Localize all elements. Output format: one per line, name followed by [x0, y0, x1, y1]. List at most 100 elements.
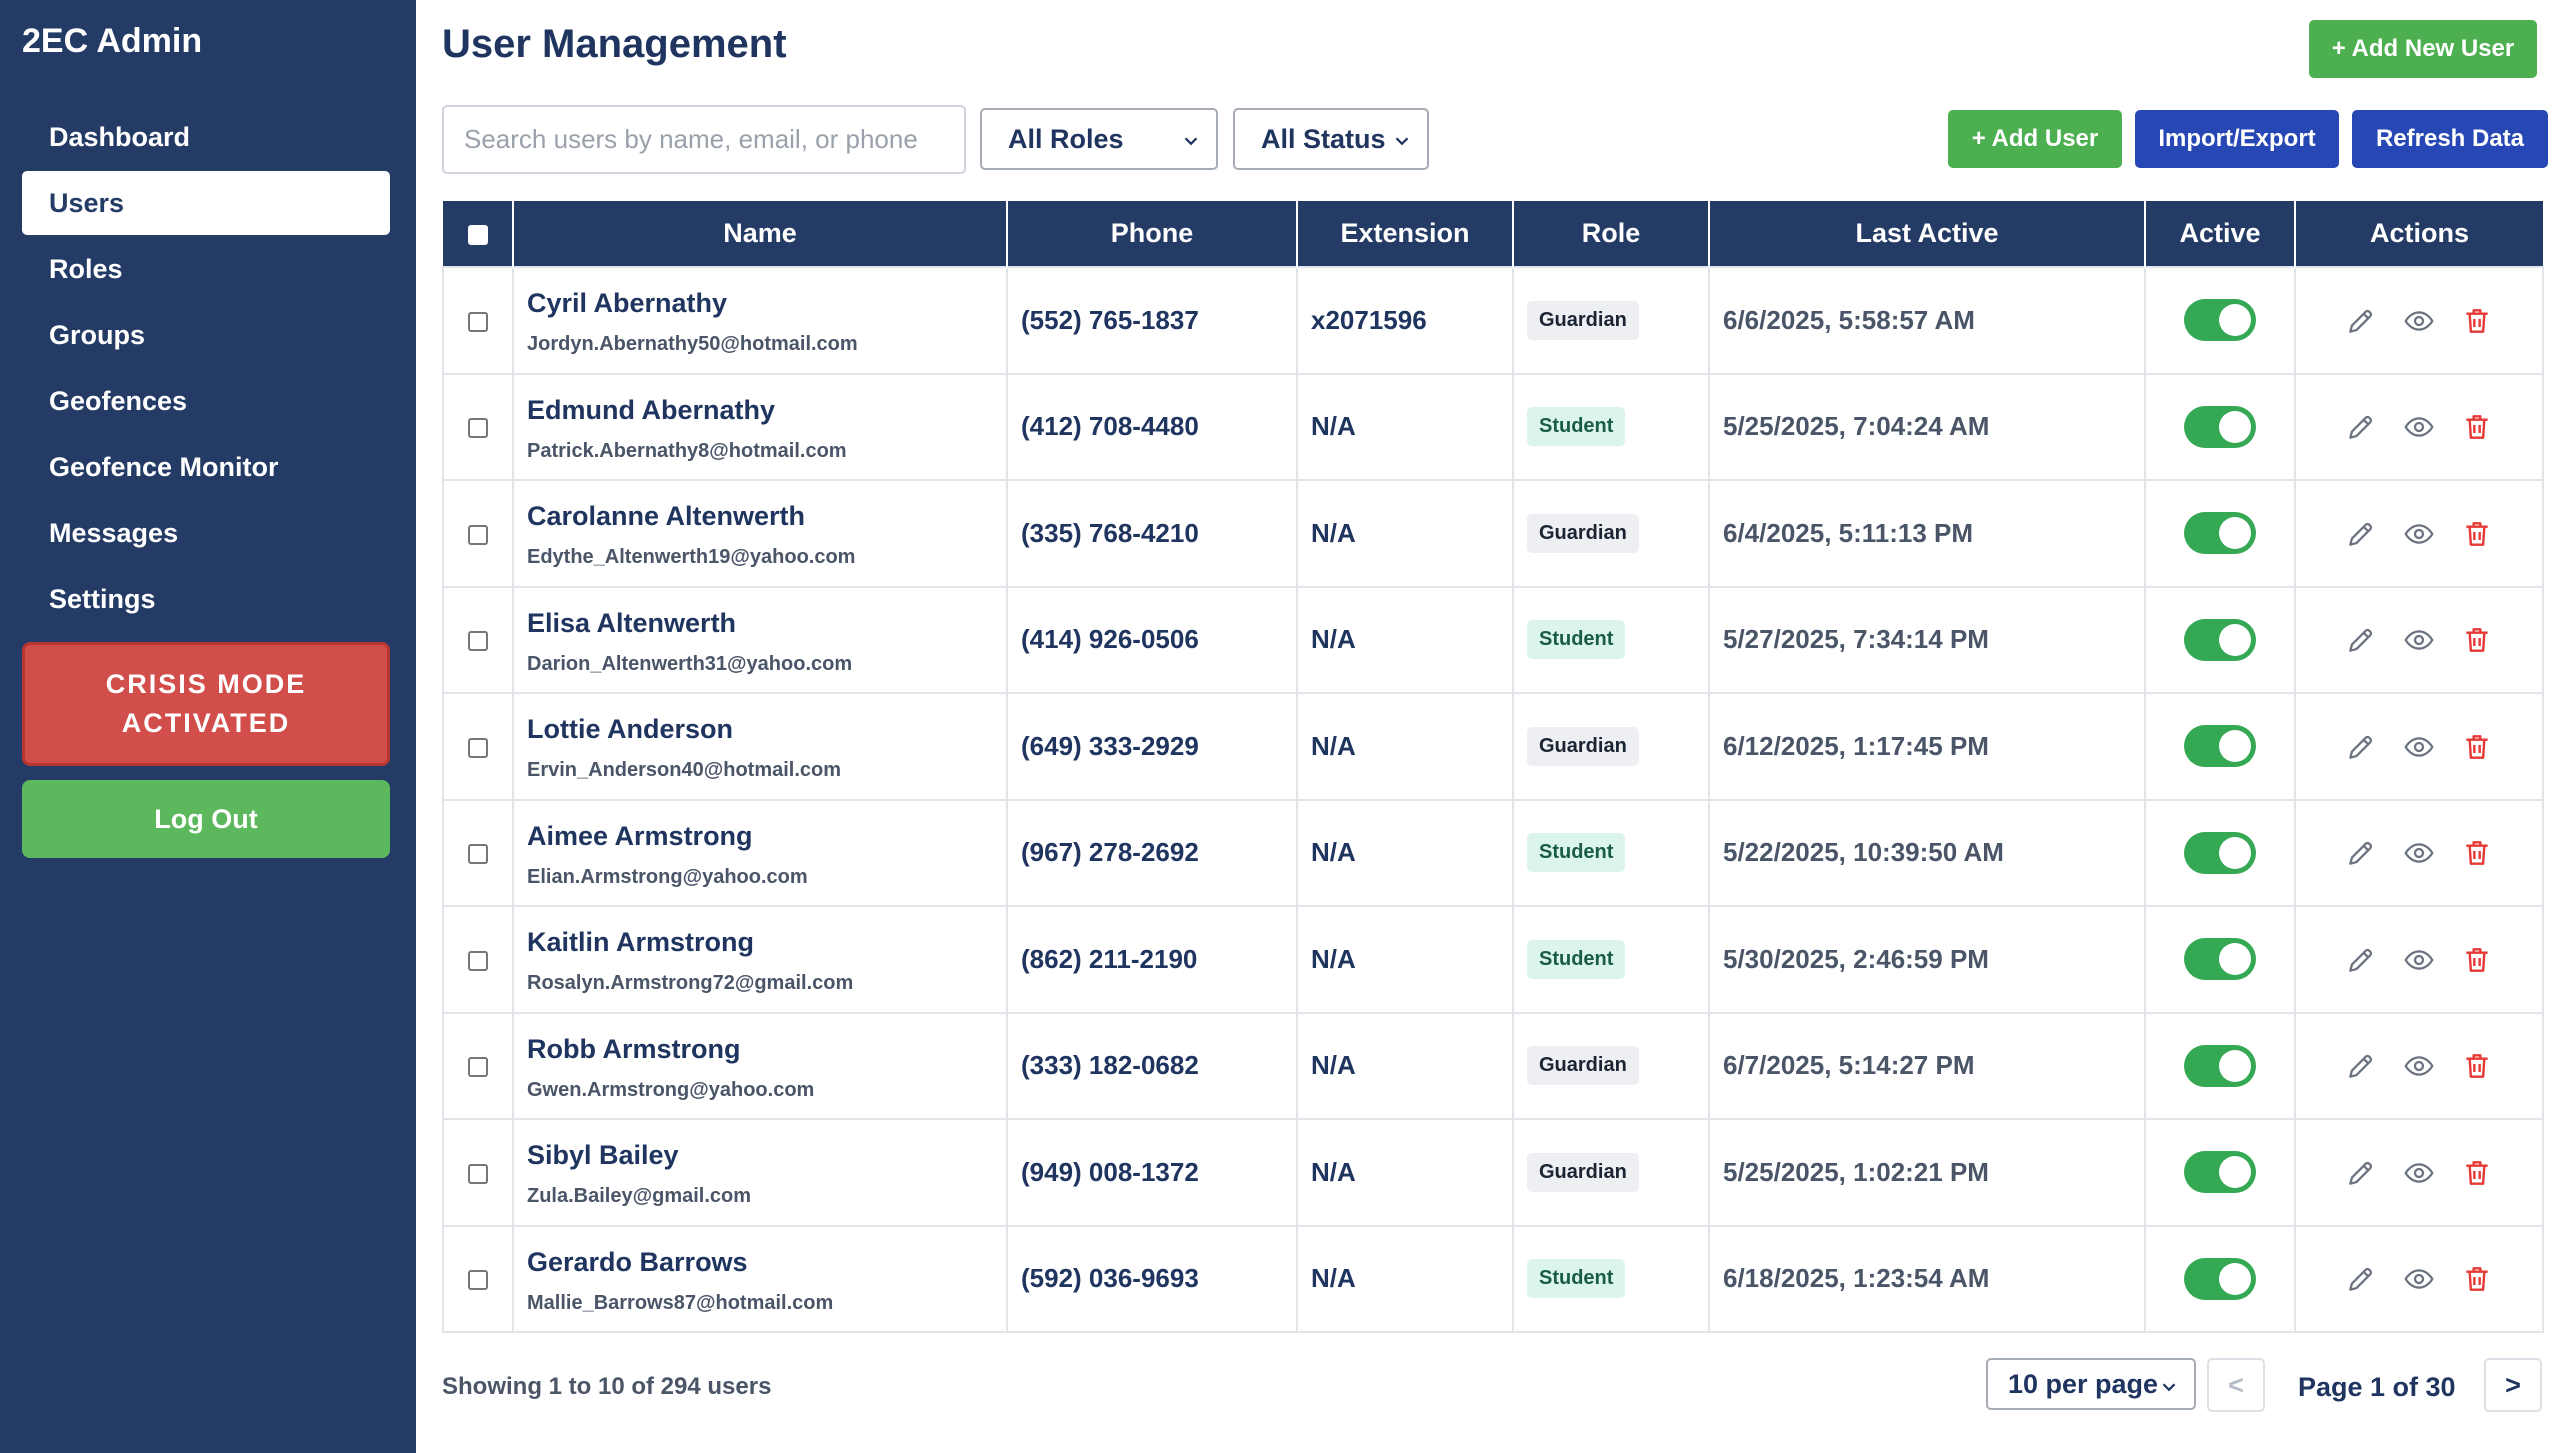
user-phone: (949) 008-1372: [1006, 1118, 1298, 1227]
pencil-icon[interactable]: [2345, 1050, 2377, 1082]
sidebar-item-users[interactable]: Users: [22, 171, 390, 235]
pencil-icon[interactable]: [2345, 624, 2377, 656]
active-toggle[interactable]: [2184, 299, 2256, 342]
crisis-mode-button[interactable]: CRISIS MODE ACTIVATED: [22, 642, 390, 766]
row-checkbox[interactable]: [468, 737, 488, 758]
toggle-knob: [2219, 1156, 2251, 1189]
row-checkbox[interactable]: [468, 1057, 488, 1078]
active-toggle[interactable]: [2184, 1257, 2256, 1300]
eye-icon[interactable]: [2403, 731, 2435, 763]
column-header-last-active[interactable]: Last Active: [1709, 201, 2146, 267]
sidebar-item-roles[interactable]: Roles: [49, 253, 123, 284]
active-toggle[interactable]: [2184, 1044, 2256, 1087]
toggle-knob: [2219, 1262, 2251, 1295]
active-toggle[interactable]: [2184, 405, 2256, 448]
status-filter-select[interactable]: All Status: [1233, 108, 1429, 170]
active-cell: [2144, 372, 2296, 481]
per-page-select[interactable]: 10 per page: [1986, 1358, 2196, 1410]
pencil-icon[interactable]: [2345, 944, 2377, 976]
pencil-icon[interactable]: [2345, 731, 2377, 763]
refresh-data-button[interactable]: Refresh Data: [2352, 110, 2548, 168]
trash-icon[interactable]: [2461, 305, 2493, 337]
row-checkbox[interactable]: [468, 1270, 488, 1291]
sidebar-item-settings[interactable]: Settings: [49, 583, 156, 614]
active-toggle[interactable]: [2184, 618, 2256, 661]
pencil-icon[interactable]: [2345, 837, 2377, 869]
role-cell: Student: [1512, 585, 1710, 694]
row-checkbox[interactable]: [468, 418, 488, 439]
row-checkbox[interactable]: [468, 631, 488, 652]
trash-icon[interactable]: [2461, 837, 2493, 869]
trash-icon[interactable]: [2461, 944, 2493, 976]
active-cell: [2144, 1011, 2296, 1120]
active-toggle[interactable]: [2184, 938, 2256, 981]
user-phone: (592) 036-9693: [1006, 1224, 1298, 1333]
table-row: Elisa Altenwerth Darion_Altenwerth31@yaho…: [442, 585, 2544, 694]
eye-icon[interactable]: [2403, 1157, 2435, 1189]
row-checkbox[interactable]: [468, 524, 488, 545]
active-toggle[interactable]: [2184, 512, 2256, 555]
active-toggle[interactable]: [2184, 831, 2256, 874]
search-input[interactable]: [442, 105, 966, 174]
trash-icon[interactable]: [2461, 1263, 2493, 1295]
table-row: Aimee Armstrong Elian.Armstrong@yahoo.com…: [442, 798, 2544, 907]
row-checkbox[interactable]: [468, 950, 488, 971]
sidebar-item-groups[interactable]: Groups: [49, 319, 146, 350]
trash-icon[interactable]: [2461, 411, 2493, 443]
eye-icon[interactable]: [2403, 411, 2435, 443]
last-active: 6/6/2025, 5:58:57 AM: [1708, 266, 2146, 375]
column-header-extension[interactable]: Extension: [1297, 201, 1514, 267]
prev-page-button[interactable]: <: [2207, 1358, 2265, 1412]
table-body: Cyril Abernathy Jordyn.Abernathy50@hotmai…: [442, 266, 2544, 1333]
column-header-role[interactable]: Role: [1513, 201, 1710, 267]
table-row: Sibyl Bailey Zula.Bailey@gmail.com (949) 0…: [442, 1118, 2544, 1227]
user-name: Sibyl Bailey: [527, 1140, 679, 1171]
pencil-icon[interactable]: [2345, 411, 2377, 443]
sidebar-item-dashboard[interactable]: Dashboard: [49, 121, 191, 152]
role-filter-select[interactable]: All Roles: [980, 108, 1218, 170]
trash-icon[interactable]: [2461, 624, 2493, 656]
active-cell: [2144, 266, 2296, 375]
active-toggle[interactable]: [2184, 1151, 2256, 1194]
add-new-user-button[interactable]: + Add New User: [2309, 20, 2537, 78]
column-header-active[interactable]: Active: [2145, 201, 2296, 267]
sidebar-item-geofences[interactable]: Geofences: [49, 385, 188, 416]
eye-icon[interactable]: [2403, 518, 2435, 550]
eye-icon[interactable]: [2403, 944, 2435, 976]
user-extension: x2071596: [1296, 266, 1514, 375]
column-header-name[interactable]: Name: [513, 201, 1008, 267]
user-phone: (862) 211-2190: [1006, 905, 1298, 1014]
select-all-checkbox[interactable]: [467, 224, 488, 245]
trash-icon[interactable]: [2461, 518, 2493, 550]
sidebar-item-geofence-monitor[interactable]: Geofence Monitor: [49, 451, 279, 482]
next-page-button[interactable]: >: [2484, 1358, 2542, 1412]
eye-icon[interactable]: [2403, 624, 2435, 656]
import-export-button[interactable]: Import/Export: [2135, 110, 2339, 168]
column-header-phone[interactable]: Phone: [1007, 201, 1298, 267]
add-user-button[interactable]: + Add User: [1948, 110, 2122, 168]
logout-button[interactable]: Log Out: [22, 780, 390, 858]
eye-icon[interactable]: [2403, 1050, 2435, 1082]
sidebar-item-messages[interactable]: Messages: [49, 517, 179, 548]
active-toggle[interactable]: [2184, 725, 2256, 768]
status-filter-value: All Status: [1261, 123, 1386, 154]
toggle-knob: [2219, 517, 2251, 550]
row-select-cell: [442, 479, 514, 588]
pencil-icon[interactable]: [2345, 305, 2377, 337]
pencil-icon[interactable]: [2345, 1263, 2377, 1295]
chevron-down-icon: [1391, 128, 1413, 159]
eye-icon[interactable]: [2403, 1263, 2435, 1295]
pencil-icon[interactable]: [2345, 518, 2377, 550]
row-checkbox[interactable]: [468, 844, 488, 865]
last-active: 5/30/2025, 2:46:59 PM: [1708, 905, 2146, 1014]
pencil-icon[interactable]: [2345, 1157, 2377, 1189]
trash-icon[interactable]: [2461, 1157, 2493, 1189]
trash-icon[interactable]: [2461, 1050, 2493, 1082]
role-badge: Student: [1527, 407, 1626, 447]
row-checkbox[interactable]: [468, 311, 488, 332]
row-checkbox[interactable]: [468, 1163, 488, 1184]
eye-icon[interactable]: [2403, 305, 2435, 337]
eye-icon[interactable]: [2403, 837, 2435, 869]
trash-icon[interactable]: [2461, 731, 2493, 763]
user-extension: N/A: [1296, 1011, 1514, 1120]
